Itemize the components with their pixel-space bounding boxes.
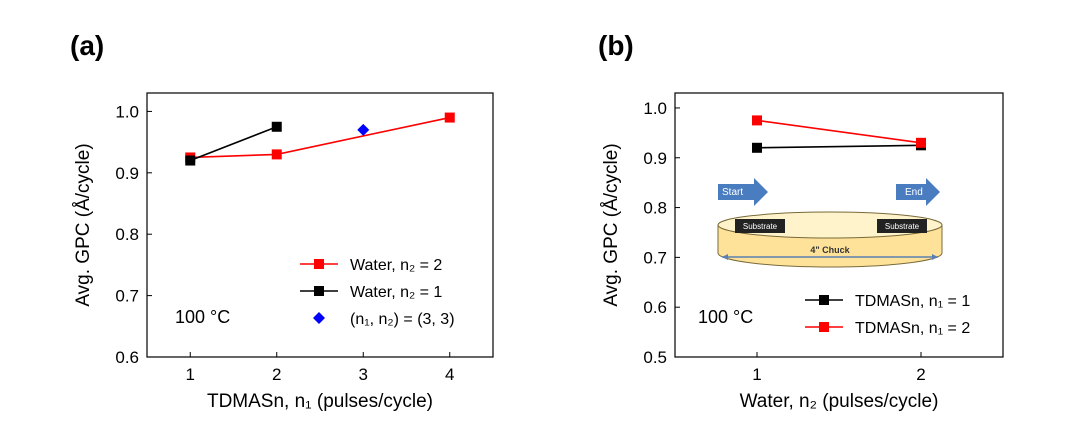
y-tick-label: 0.7: [115, 287, 139, 306]
series-line: [190, 116, 450, 159]
substrate: [877, 219, 927, 233]
marker: [271, 121, 282, 132]
y-tick-label: 0.8: [115, 225, 139, 244]
y-axis-label: Avg. GPC (Å/cycle): [601, 143, 622, 306]
legend-marker: [819, 322, 829, 332]
x-axis-label: Water, n₂ (pulses/cycle): [740, 391, 939, 412]
inset-diagram: 4" Chuck Substrate Substrate Start End: [717, 178, 943, 268]
panel-label: (a): [70, 30, 104, 61]
x-tick-label: 1: [752, 365, 761, 384]
y-tick-label: 0.7: [643, 248, 667, 267]
legend-marker: [314, 286, 324, 296]
x-tick-label: 3: [359, 365, 368, 384]
x-axis-label: TDMASn, n₁ (pulses/cycle): [207, 391, 433, 412]
end-arrow: [896, 178, 940, 206]
x-tick-label: 1: [186, 365, 195, 384]
y-tick-label: 1.0: [643, 99, 667, 118]
y-axis-label: Avg. GPC (Å/cycle): [73, 143, 94, 306]
legend-label: (n₁, n₂) = (3, 3): [350, 311, 455, 328]
legend-label: TDMASn, n₁ = 2: [855, 320, 970, 337]
series-line: [756, 144, 922, 149]
x-tick-label: 2: [272, 365, 281, 384]
marker: [752, 115, 762, 126]
substrate: [735, 219, 785, 233]
marker: [916, 137, 926, 148]
marker: [185, 155, 196, 166]
legend-label: TDMASn, n₁ = 1: [855, 293, 970, 310]
marker: [444, 112, 455, 123]
substrate-label: Substrate: [743, 222, 778, 231]
y-tick-label: 0.9: [115, 164, 139, 183]
marker: [271, 149, 282, 160]
marker: [357, 123, 370, 136]
x-tick-label: 2: [916, 365, 925, 384]
end-label: End: [905, 187, 923, 198]
marker: [752, 142, 762, 153]
series-line: [189, 126, 278, 162]
legend-label: Water, n₂ = 1: [350, 284, 442, 301]
y-tick-label: 0.5: [643, 348, 667, 367]
start-arrow: [718, 178, 768, 206]
y-tick-label: 0.9: [643, 149, 667, 168]
legend-marker: [314, 259, 324, 269]
legend-marker: [313, 312, 325, 324]
x-tick-label: 4: [445, 365, 454, 384]
legend-marker: [819, 295, 829, 305]
panel-label: (b): [598, 30, 634, 61]
chuck-label: 4" Chuck: [810, 245, 850, 255]
y-tick-label: 0.8: [643, 199, 667, 218]
y-tick-label: 1.0: [115, 102, 139, 121]
plot-frame: [674, 92, 1004, 358]
series-line: [756, 119, 922, 144]
y-tick-label: 0.6: [115, 348, 139, 367]
y-tick-label: 0.6: [643, 298, 667, 317]
annotation: 100 °C: [175, 307, 230, 327]
plot-frame: [146, 92, 494, 358]
annotation: 100 °C: [698, 307, 753, 327]
legend-label: Water, n₂ = 2: [350, 257, 442, 274]
start-label: Start: [722, 187, 743, 198]
substrate-label: Substrate: [885, 222, 920, 231]
